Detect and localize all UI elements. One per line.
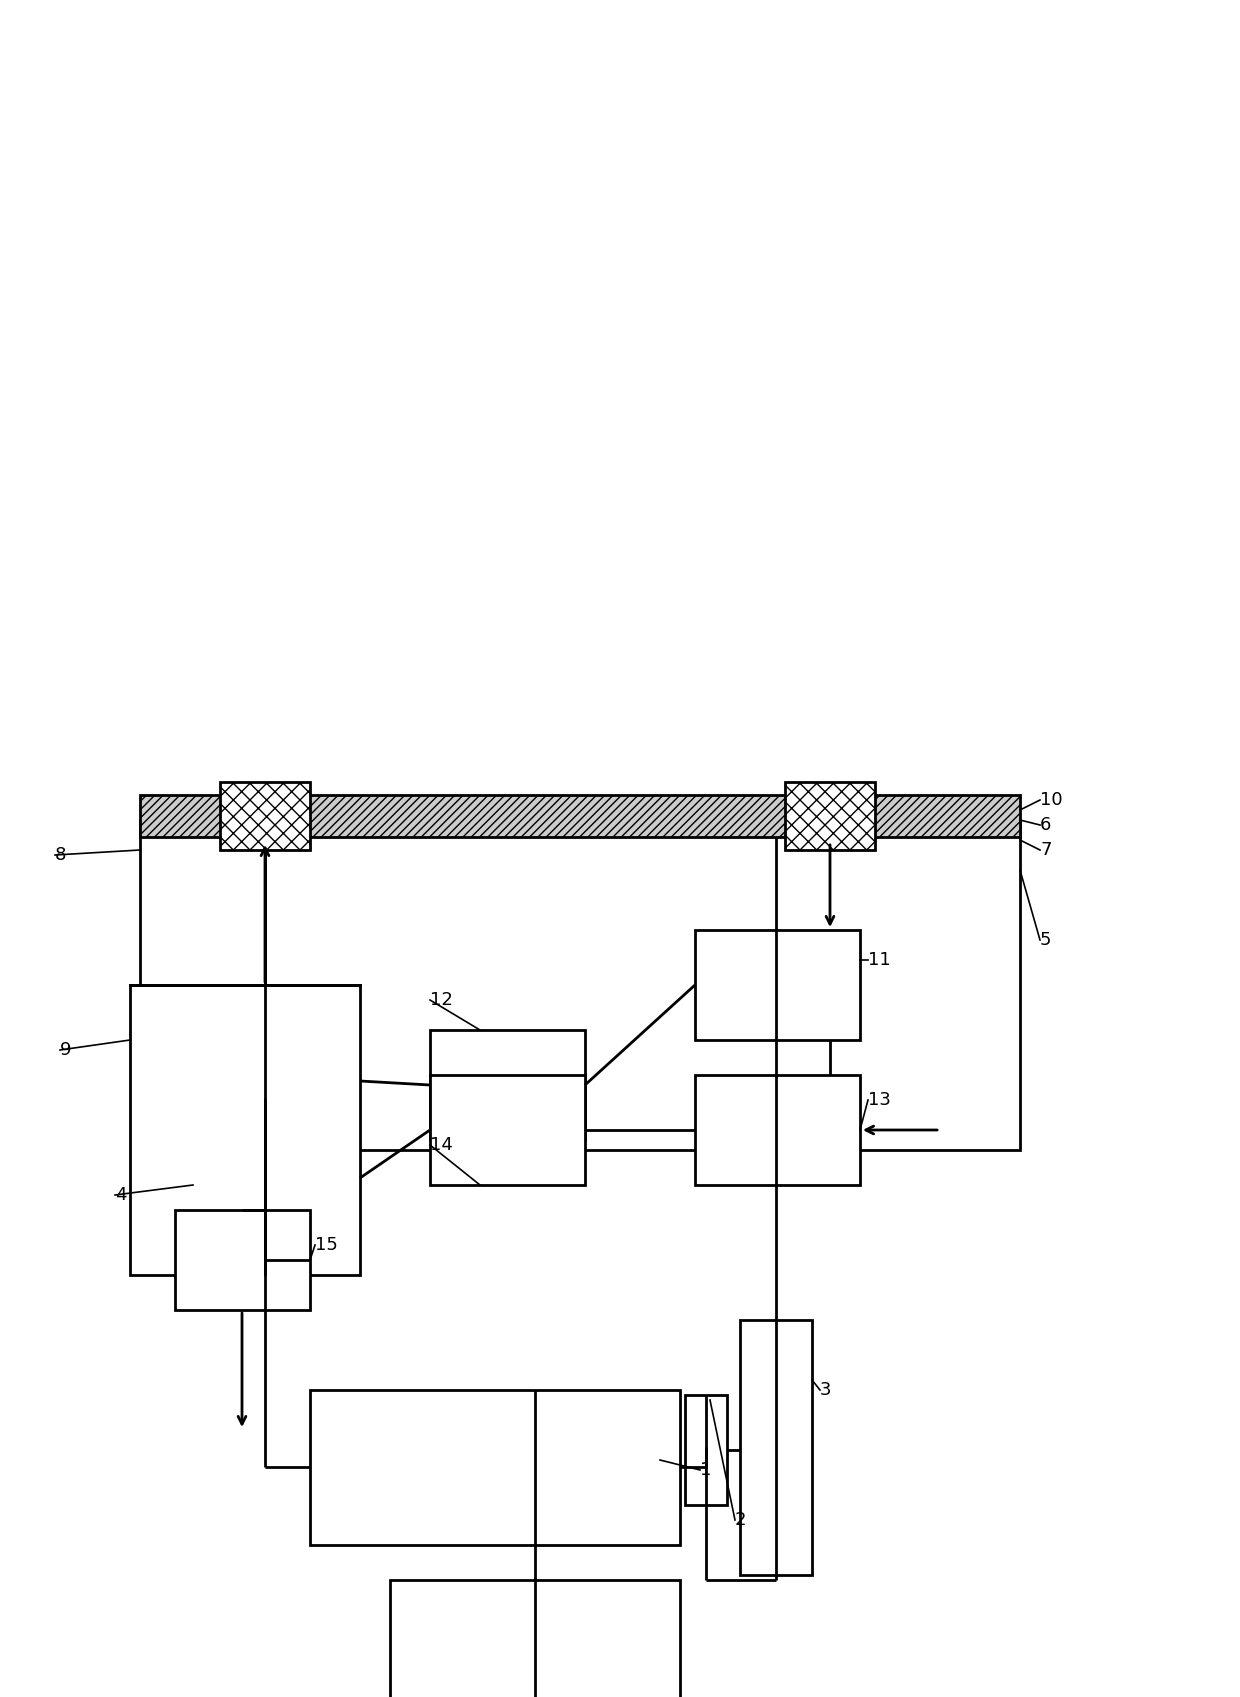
Bar: [175, 1210, 310, 1310]
Bar: [219, 782, 310, 850]
Bar: [430, 1030, 585, 1140]
Text: 13: 13: [868, 1091, 890, 1110]
Text: 8: 8: [55, 847, 67, 864]
Bar: [130, 984, 360, 1274]
Text: 14: 14: [430, 1135, 453, 1154]
Bar: [740, 1320, 812, 1575]
Text: 12: 12: [430, 991, 453, 1010]
Bar: [310, 1390, 680, 1544]
Text: 11: 11: [868, 950, 890, 969]
Bar: [140, 820, 1021, 1151]
Bar: [684, 1395, 727, 1505]
Text: 9: 9: [60, 1040, 72, 1059]
Text: 3: 3: [820, 1381, 832, 1398]
Text: 15: 15: [315, 1235, 337, 1254]
Circle shape: [193, 1098, 337, 1242]
Bar: [785, 782, 875, 850]
Text: 7: 7: [1040, 842, 1052, 859]
Bar: [140, 794, 1021, 837]
Text: 1: 1: [701, 1461, 712, 1480]
Bar: [391, 1580, 680, 1697]
Text: 10: 10: [1040, 791, 1063, 809]
Bar: [430, 1074, 585, 1185]
Text: 5: 5: [1040, 932, 1052, 949]
Bar: [694, 1074, 861, 1185]
Bar: [694, 930, 861, 1040]
Text: 4: 4: [115, 1186, 126, 1203]
Text: 2: 2: [735, 1510, 746, 1529]
Text: 6: 6: [1040, 816, 1052, 833]
